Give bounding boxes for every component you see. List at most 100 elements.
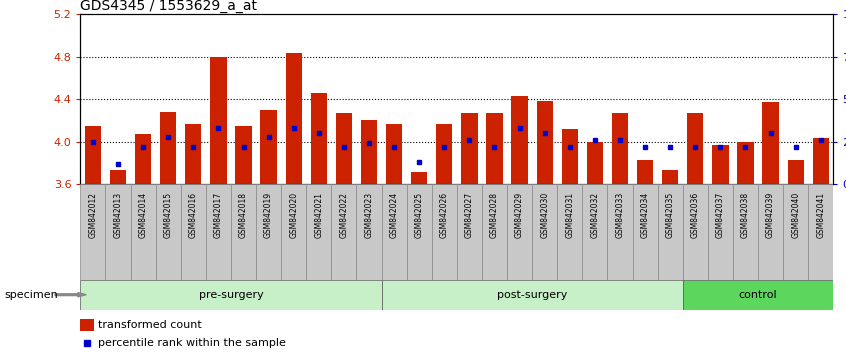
Bar <box>633 184 657 280</box>
Text: GSM842014: GSM842014 <box>139 192 147 238</box>
Text: GSM842017: GSM842017 <box>214 192 222 238</box>
Bar <box>683 184 708 280</box>
Text: GSM842018: GSM842018 <box>239 192 248 238</box>
Bar <box>80 184 106 280</box>
Text: control: control <box>739 290 777 300</box>
Bar <box>231 184 256 280</box>
Bar <box>306 184 332 280</box>
Bar <box>80 280 382 310</box>
Bar <box>235 126 251 184</box>
Bar <box>106 184 130 280</box>
Text: GSM842019: GSM842019 <box>264 192 273 238</box>
Bar <box>662 170 678 184</box>
Bar <box>708 184 733 280</box>
Bar <box>712 145 728 184</box>
Bar <box>382 184 407 280</box>
Bar <box>356 184 382 280</box>
Text: GSM842024: GSM842024 <box>390 192 398 238</box>
Bar <box>156 184 181 280</box>
Bar <box>160 112 176 184</box>
Bar <box>286 53 302 184</box>
Bar <box>733 184 758 280</box>
Text: GSM842021: GSM842021 <box>315 192 323 238</box>
Bar <box>80 319 94 331</box>
Text: GSM842033: GSM842033 <box>616 192 624 238</box>
Bar <box>762 102 778 184</box>
Text: GSM842015: GSM842015 <box>164 192 173 238</box>
Bar <box>261 110 277 184</box>
Text: GSM842039: GSM842039 <box>766 192 775 238</box>
Bar <box>512 96 528 184</box>
Bar <box>437 124 453 184</box>
Text: GSM842029: GSM842029 <box>515 192 524 238</box>
Bar <box>185 124 201 184</box>
Bar <box>507 184 532 280</box>
Bar <box>486 113 503 184</box>
Bar <box>407 184 431 280</box>
Text: GSM842016: GSM842016 <box>189 192 198 238</box>
Text: GSM842038: GSM842038 <box>741 192 750 238</box>
Text: specimen: specimen <box>4 290 58 300</box>
Bar <box>332 184 356 280</box>
Text: GDS4345 / 1553629_a_at: GDS4345 / 1553629_a_at <box>80 0 257 13</box>
Bar <box>281 184 306 280</box>
Text: pre-surgery: pre-surgery <box>199 290 263 300</box>
Bar <box>808 184 833 280</box>
Text: percentile rank within the sample: percentile rank within the sample <box>98 338 286 348</box>
Bar <box>532 184 558 280</box>
Bar <box>482 184 507 280</box>
Bar <box>587 142 603 184</box>
Bar <box>206 184 231 280</box>
Text: GSM842030: GSM842030 <box>541 192 549 238</box>
Text: transformed count: transformed count <box>98 320 202 330</box>
Bar <box>85 126 101 184</box>
Text: GSM842034: GSM842034 <box>640 192 650 238</box>
Bar <box>758 184 783 280</box>
Bar <box>110 170 126 184</box>
Bar <box>657 184 683 280</box>
Bar <box>562 129 578 184</box>
Text: GSM842012: GSM842012 <box>89 192 97 238</box>
Bar <box>411 172 427 184</box>
Bar <box>256 184 281 280</box>
Bar <box>361 120 377 184</box>
Bar <box>813 138 829 184</box>
Bar <box>612 113 628 184</box>
Bar <box>336 113 352 184</box>
Bar <box>783 184 808 280</box>
Bar <box>687 113 703 184</box>
Text: GSM842023: GSM842023 <box>365 192 373 238</box>
Bar <box>683 280 833 310</box>
Text: GSM842013: GSM842013 <box>113 192 123 238</box>
Bar <box>582 184 607 280</box>
Bar <box>558 184 582 280</box>
Bar <box>536 101 552 184</box>
Text: GSM842041: GSM842041 <box>816 192 825 238</box>
Text: GSM842036: GSM842036 <box>691 192 700 238</box>
Bar <box>386 124 402 184</box>
Text: GSM842022: GSM842022 <box>339 192 349 238</box>
Text: GSM842028: GSM842028 <box>490 192 499 238</box>
Text: GSM842040: GSM842040 <box>791 192 800 238</box>
Text: GSM842037: GSM842037 <box>716 192 725 238</box>
Bar <box>181 184 206 280</box>
Text: GSM842020: GSM842020 <box>289 192 298 238</box>
Text: GSM842035: GSM842035 <box>666 192 674 238</box>
Text: GSM842026: GSM842026 <box>440 192 448 238</box>
Bar <box>211 57 227 184</box>
Text: post-surgery: post-surgery <box>497 290 568 300</box>
Bar <box>738 142 754 184</box>
Bar <box>607 184 633 280</box>
Text: GSM842031: GSM842031 <box>565 192 574 238</box>
Bar <box>788 160 804 184</box>
Bar <box>382 280 683 310</box>
Bar <box>461 113 477 184</box>
Bar <box>637 160 653 184</box>
Bar <box>310 93 327 184</box>
Text: GSM842032: GSM842032 <box>591 192 599 238</box>
Bar <box>431 184 457 280</box>
Bar <box>135 134 151 184</box>
Bar <box>130 184 156 280</box>
Text: GSM842025: GSM842025 <box>415 192 424 238</box>
Bar <box>457 184 482 280</box>
